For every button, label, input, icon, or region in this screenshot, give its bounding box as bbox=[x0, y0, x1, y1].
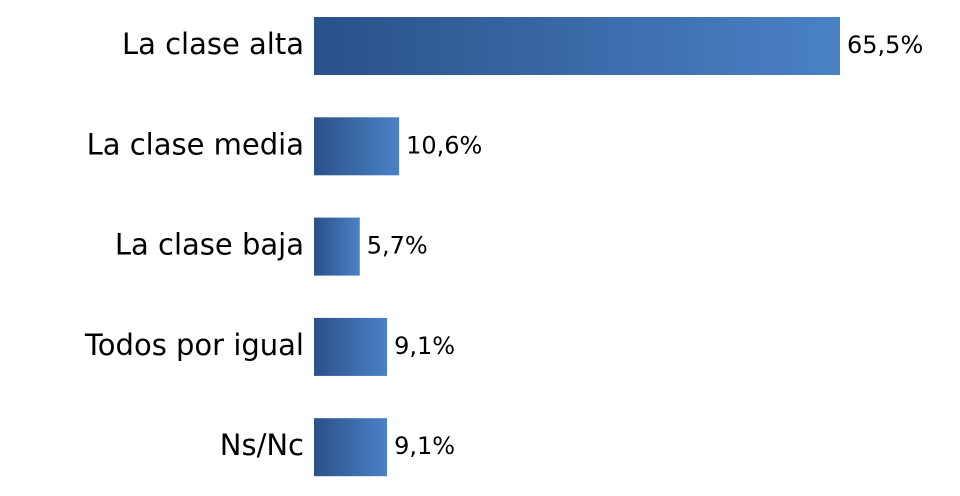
category-label: La clase alta bbox=[122, 27, 304, 61]
bar bbox=[314, 217, 360, 276]
value-label: 9,1% bbox=[394, 432, 455, 460]
category-label: La clase baja bbox=[115, 228, 304, 262]
bar bbox=[314, 117, 400, 176]
value-label: 5,7% bbox=[367, 232, 428, 260]
value-label: 10,6% bbox=[406, 131, 482, 159]
category-label: La clase media bbox=[87, 127, 304, 161]
bar bbox=[314, 17, 840, 75]
category-label: Todos por igual bbox=[84, 328, 304, 362]
value-label: 9,1% bbox=[394, 332, 455, 360]
bar bbox=[314, 317, 388, 376]
bar bbox=[314, 418, 388, 477]
value-label: 65,5% bbox=[847, 31, 923, 59]
category-label: Ns/Nc bbox=[220, 428, 304, 462]
